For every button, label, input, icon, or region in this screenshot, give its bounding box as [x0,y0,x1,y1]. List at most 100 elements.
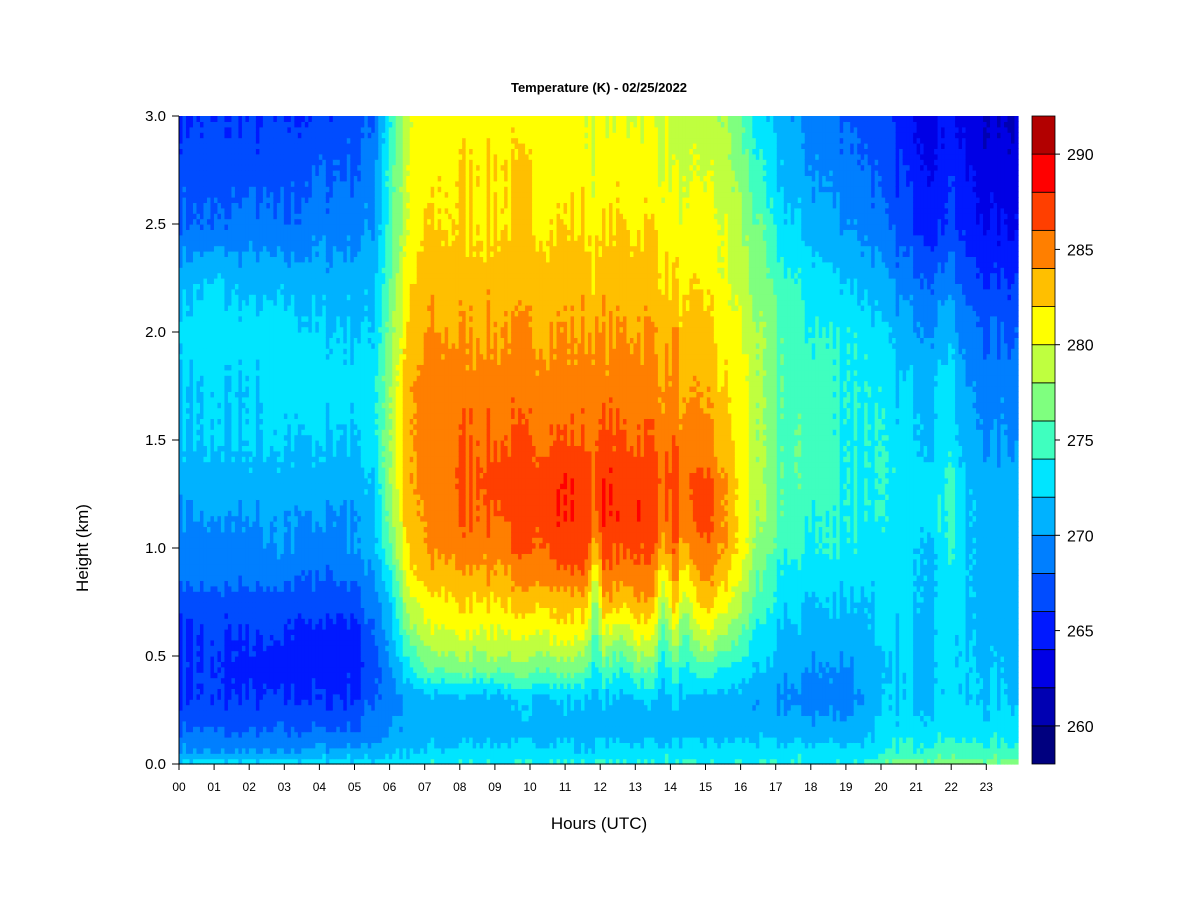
heatmap-cell [294,553,298,559]
heatmap-cell [259,132,263,138]
heatmap-cell [270,575,274,581]
heatmap-cell [224,332,228,338]
heatmap-cell [308,364,312,370]
heatmap-cell [210,435,214,441]
heatmap-cell [301,197,305,203]
heatmap-cell [256,219,260,225]
heatmap-cell [200,267,204,273]
heatmap-cell [284,127,288,133]
heatmap-cell [259,289,263,295]
heatmap-cell [280,591,284,597]
heatmap-cell [277,678,281,684]
heatmap-cell [214,467,218,473]
heatmap-cell [203,537,207,543]
heatmap-cell [238,753,242,759]
heatmap-cell [224,321,228,327]
heatmap-cell [221,699,225,705]
heatmap-cell [287,629,291,635]
heatmap-cell [189,667,193,673]
heatmap-cell [235,294,239,300]
heatmap-cell [235,564,239,570]
heatmap-cell [207,332,211,338]
heatmap-cell [249,337,253,343]
heatmap-cell [228,283,232,289]
heatmap-cell [277,359,281,365]
heatmap-cell [207,121,211,127]
heatmap-cell [245,742,249,748]
heatmap-cell [291,645,295,651]
heatmap-cell [179,213,183,219]
heatmap-cell [291,208,295,214]
heatmap-cell [235,186,239,192]
heatmap-cell [270,262,274,268]
heatmap-cell [196,208,200,214]
heatmap-cell [210,710,214,716]
heatmap-cell [196,602,200,608]
heatmap-cell [235,332,239,338]
heatmap-cell [235,375,239,381]
heatmap-cell [179,537,183,543]
heatmap-cell [217,618,221,624]
heatmap-cell [224,678,228,684]
heatmap-cell [315,246,319,252]
heatmap-cell [291,262,295,268]
heatmap-cell [203,602,207,608]
heatmap-cell [228,229,232,235]
heatmap-cell [273,424,277,430]
heatmap-cell [305,310,309,316]
heatmap-cell [179,337,183,343]
heatmap-cell [308,478,312,484]
heatmap-cell [298,645,302,651]
heatmap-cell [249,548,253,554]
heatmap-cell [284,570,288,576]
heatmap-cell [301,494,305,500]
heatmap-cell [252,219,256,225]
heatmap-cell [231,289,235,295]
heatmap-cell [270,305,274,311]
heatmap-cell [224,305,228,311]
heatmap-cell [193,505,197,511]
heatmap-cell [273,219,277,225]
heatmap-cell [193,435,197,441]
heatmap-cell [214,159,218,165]
heatmap-cell [252,391,256,397]
heatmap-cell [200,224,204,230]
heatmap-cell [249,283,253,289]
heatmap-cell [308,510,312,516]
heatmap-cell [214,127,218,133]
heatmap-cell [207,613,211,619]
heatmap-cell [179,543,183,549]
heatmap-cell [259,294,263,300]
heatmap-cell [308,127,312,133]
heatmap-cell [217,532,221,538]
heatmap-cell [263,327,267,333]
heatmap-cell [207,451,211,457]
heatmap-cell [319,397,323,403]
heatmap-cell [280,499,284,505]
heatmap-cell [210,321,214,327]
heatmap-cell [266,651,270,657]
heatmap-cell [294,138,298,144]
heatmap-cell [305,289,309,295]
heatmap-cell [235,683,239,689]
heatmap-cell [263,127,267,133]
heatmap-cell [305,181,309,187]
heatmap-cell [252,148,256,154]
heatmap-cell [270,672,274,678]
heatmap-cell [280,381,284,387]
heatmap-cell [221,386,225,392]
heatmap-cell [249,435,253,441]
heatmap-cell [210,294,214,300]
heatmap-cell [217,348,221,354]
heatmap-cell [235,516,239,522]
heatmap-cell [256,683,260,689]
heatmap-cell [224,364,228,370]
heatmap-cell [298,391,302,397]
heatmap-cell [308,688,312,694]
heatmap-cell [256,699,260,705]
heatmap-cell [221,440,225,446]
heatmap-cell [319,510,323,516]
heatmap-cell [238,213,242,219]
heatmap-cell [305,397,309,403]
heatmap-cell [294,256,298,262]
